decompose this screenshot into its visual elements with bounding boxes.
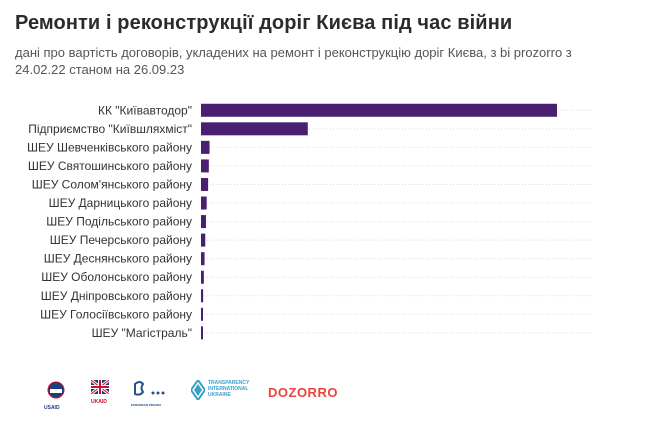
category-label: ШЕУ Солом'янського району [32, 177, 192, 191]
bar[interactable] [201, 252, 205, 266]
bar[interactable] [201, 196, 207, 210]
category-label: ШЕУ Дніпровського району [41, 289, 192, 303]
category-label: Підприємство "Київшляхміст" [28, 122, 192, 136]
bar[interactable] [201, 233, 206, 247]
ti-emblem-icon [191, 380, 205, 400]
ukaid-logo: UKAID [90, 378, 110, 405]
category-label: ШЕУ "Магістраль" [92, 326, 192, 340]
bar[interactable] [201, 326, 203, 340]
bar[interactable] [201, 103, 557, 117]
bar[interactable] [201, 289, 204, 303]
ukaid-text: UKAID [91, 399, 107, 405]
ep-text: EUROPEAN PRAVDA [131, 403, 162, 407]
usaid-emblem-icon [47, 381, 65, 399]
bar[interactable] [201, 140, 210, 154]
uk-flag-icon [90, 378, 110, 396]
logo-strip: USAID UKAID EUROPEAN PRAVDA TRANSPARENC [0, 372, 672, 412]
usaid-logo: USAID [44, 380, 68, 411]
bar[interactable] [201, 215, 206, 229]
bar[interactable] [201, 122, 308, 136]
category-label: ШЕУ Деснянського району [44, 252, 192, 266]
category-label: ШЕУ Шевченківського району [27, 140, 192, 154]
dozorro-logo: DOZORRO [268, 384, 338, 402]
chart-subtitle: дані про вартість договорів, укладених н… [15, 45, 572, 77]
dozorro-text: DOZORRO [268, 385, 338, 400]
bar[interactable] [201, 177, 209, 191]
bar[interactable] [201, 307, 203, 321]
category-label: ШЕУ Подільського району [46, 215, 192, 229]
bar[interactable] [201, 159, 209, 173]
transparency-international-logo: TRANSPARENCY INTERNATIONAL UKRAINE [191, 380, 249, 400]
category-label: ШЕУ Дарницького району [49, 196, 192, 210]
category-label: ШЕУ Печерського району [50, 233, 192, 247]
bar-chart: КК "Київавтодор" Підприємство "Київшляхмі… [27, 103, 592, 340]
ti-text-line1: TRANSPARENCY [208, 380, 250, 386]
ep-emblem-icon [134, 381, 165, 396]
ti-text-line2: INTERNATIONAL [208, 386, 249, 392]
usaid-text: USAID [44, 405, 60, 411]
category-label: ШЕУ Голосіївського району [40, 307, 192, 321]
european-pravda-logo: EUROPEAN PRAVDA [131, 380, 171, 407]
category-label: ШЕУ Святошинського району [28, 159, 192, 173]
category-label: ШЕУ Оболонського району [41, 270, 192, 284]
chart-title: Ремонти і реконструкції доріг Києва під … [15, 12, 513, 34]
ti-text-line3: UKRAINE [208, 392, 231, 398]
bar[interactable] [201, 270, 204, 284]
category-label: КК "Київавтодор" [98, 103, 192, 117]
